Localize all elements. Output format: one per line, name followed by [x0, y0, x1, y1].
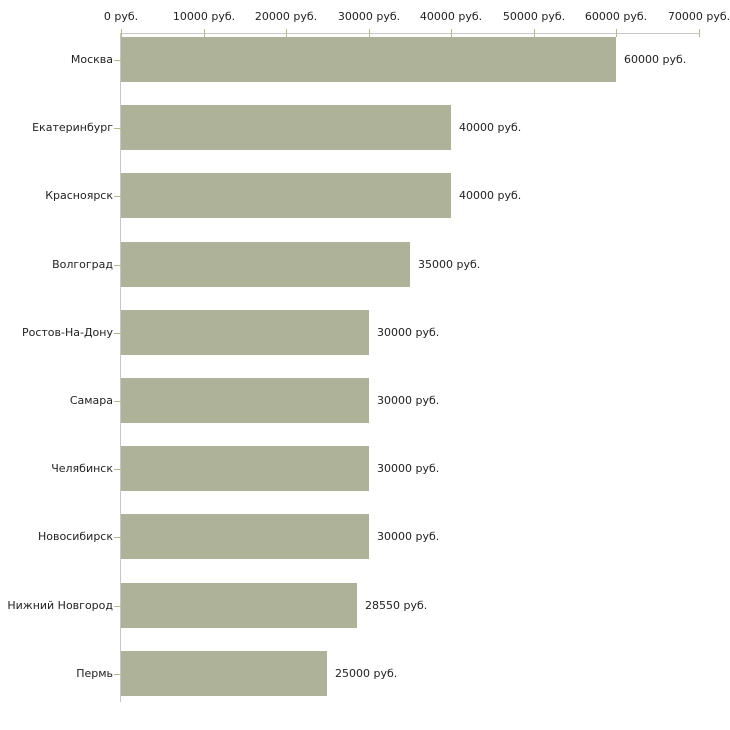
category-label: Ростов-На-Дону — [21, 326, 113, 339]
x-tick-mark — [699, 29, 700, 37]
x-tick-label: 20000 руб. — [254, 10, 318, 23]
category-label: Москва — [70, 53, 113, 66]
y-axis-line — [120, 33, 121, 702]
y-tick-mark — [114, 196, 121, 197]
x-tick-label: 60000 руб. — [584, 10, 648, 23]
y-tick-mark — [114, 265, 121, 266]
x-tick-mark — [121, 29, 122, 37]
x-tick-label: 70000 руб. — [667, 10, 730, 23]
category-label: Екатеринбург — [32, 121, 113, 134]
x-tick-mark — [616, 29, 617, 37]
value-label: 30000 руб. — [377, 326, 440, 339]
category-label: Пермь — [76, 667, 113, 680]
x-tick-label: 10000 руб. — [172, 10, 236, 23]
x-tick-mark — [451, 29, 452, 37]
x-tick-label: 40000 руб. — [419, 10, 483, 23]
value-label: 35000 руб. — [418, 258, 481, 271]
value-label: 60000 руб. — [624, 53, 687, 66]
x-tick-mark — [534, 29, 535, 37]
x-tick-label: 50000 руб. — [502, 10, 566, 23]
y-tick-mark — [114, 128, 121, 129]
x-tick-label: 30000 руб. — [337, 10, 401, 23]
y-tick-mark — [114, 401, 121, 402]
bar — [121, 242, 410, 287]
value-label: 30000 руб. — [377, 462, 440, 475]
category-label: Красноярск — [45, 189, 113, 202]
value-label: 30000 руб. — [377, 530, 440, 543]
bar — [121, 37, 616, 82]
y-tick-mark — [114, 606, 121, 607]
value-label: 40000 руб. — [459, 121, 522, 134]
y-tick-mark — [114, 674, 121, 675]
category-label: Волгоград — [52, 258, 113, 271]
value-label: 40000 руб. — [459, 189, 522, 202]
bar — [121, 583, 357, 628]
x-tick-label: 0 руб. — [103, 10, 139, 23]
bar — [121, 173, 451, 218]
x-tick-mark — [369, 29, 370, 37]
x-axis-line — [121, 33, 699, 34]
y-tick-mark — [114, 537, 121, 538]
bar — [121, 651, 327, 696]
category-label: Нижний Новгород — [7, 599, 113, 612]
category-label: Самара — [69, 394, 113, 407]
bar — [121, 310, 369, 355]
x-tick-mark — [286, 29, 287, 37]
y-tick-mark — [114, 333, 121, 334]
bar — [121, 378, 369, 423]
y-tick-mark — [114, 60, 121, 61]
value-label: 30000 руб. — [377, 394, 440, 407]
category-label: Челябинск — [51, 462, 113, 475]
bar — [121, 514, 369, 559]
x-tick-mark — [204, 29, 205, 37]
y-tick-mark — [114, 469, 121, 470]
value-label: 28550 руб. — [365, 599, 428, 612]
bar — [121, 105, 451, 150]
category-label: Новосибирск — [37, 530, 113, 543]
value-label: 25000 руб. — [335, 667, 398, 680]
bar — [121, 446, 369, 491]
